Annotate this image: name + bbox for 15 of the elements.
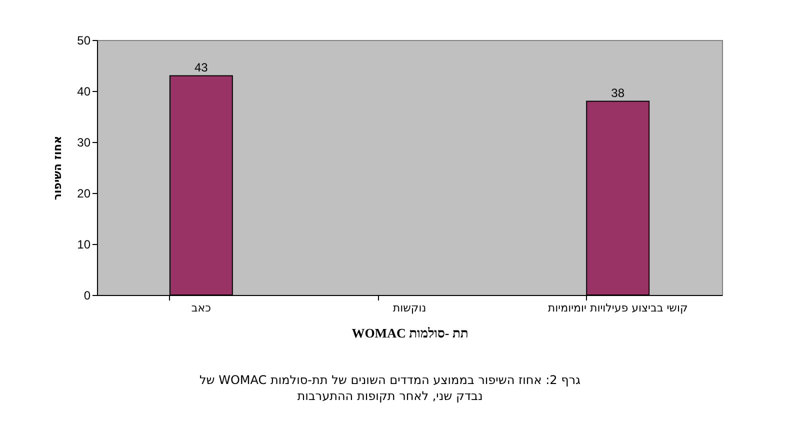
x-tick-label: כאב xyxy=(191,302,212,314)
x-tick-label: קושי בביצוע פעילויות יומיומיות xyxy=(548,302,688,314)
y-tick-label: 0 xyxy=(84,288,91,302)
y-tick-label: 20 xyxy=(77,186,91,200)
text: גרף 2: אחוז השיפור בממוצע המדדים השונים של תת-סולמות WOMAC של xyxy=(198,372,582,388)
y-axis-title: אחוז השיפור xyxy=(51,136,64,200)
y-tick-label: 10 xyxy=(77,238,91,252)
data-label: 43 xyxy=(194,60,208,75)
data-label: 38 xyxy=(611,86,625,100)
y-tick-label: 40 xyxy=(77,84,91,98)
text: נבדק שני, לאחר תקופות ההתערבות xyxy=(296,388,484,404)
y-tick-label: 50 xyxy=(77,34,91,48)
x-axis-title: תת -סולמות WOMAC xyxy=(352,326,468,340)
y-tick-label: 30 xyxy=(77,136,91,150)
x-tick-label: נוקשות xyxy=(392,302,426,314)
